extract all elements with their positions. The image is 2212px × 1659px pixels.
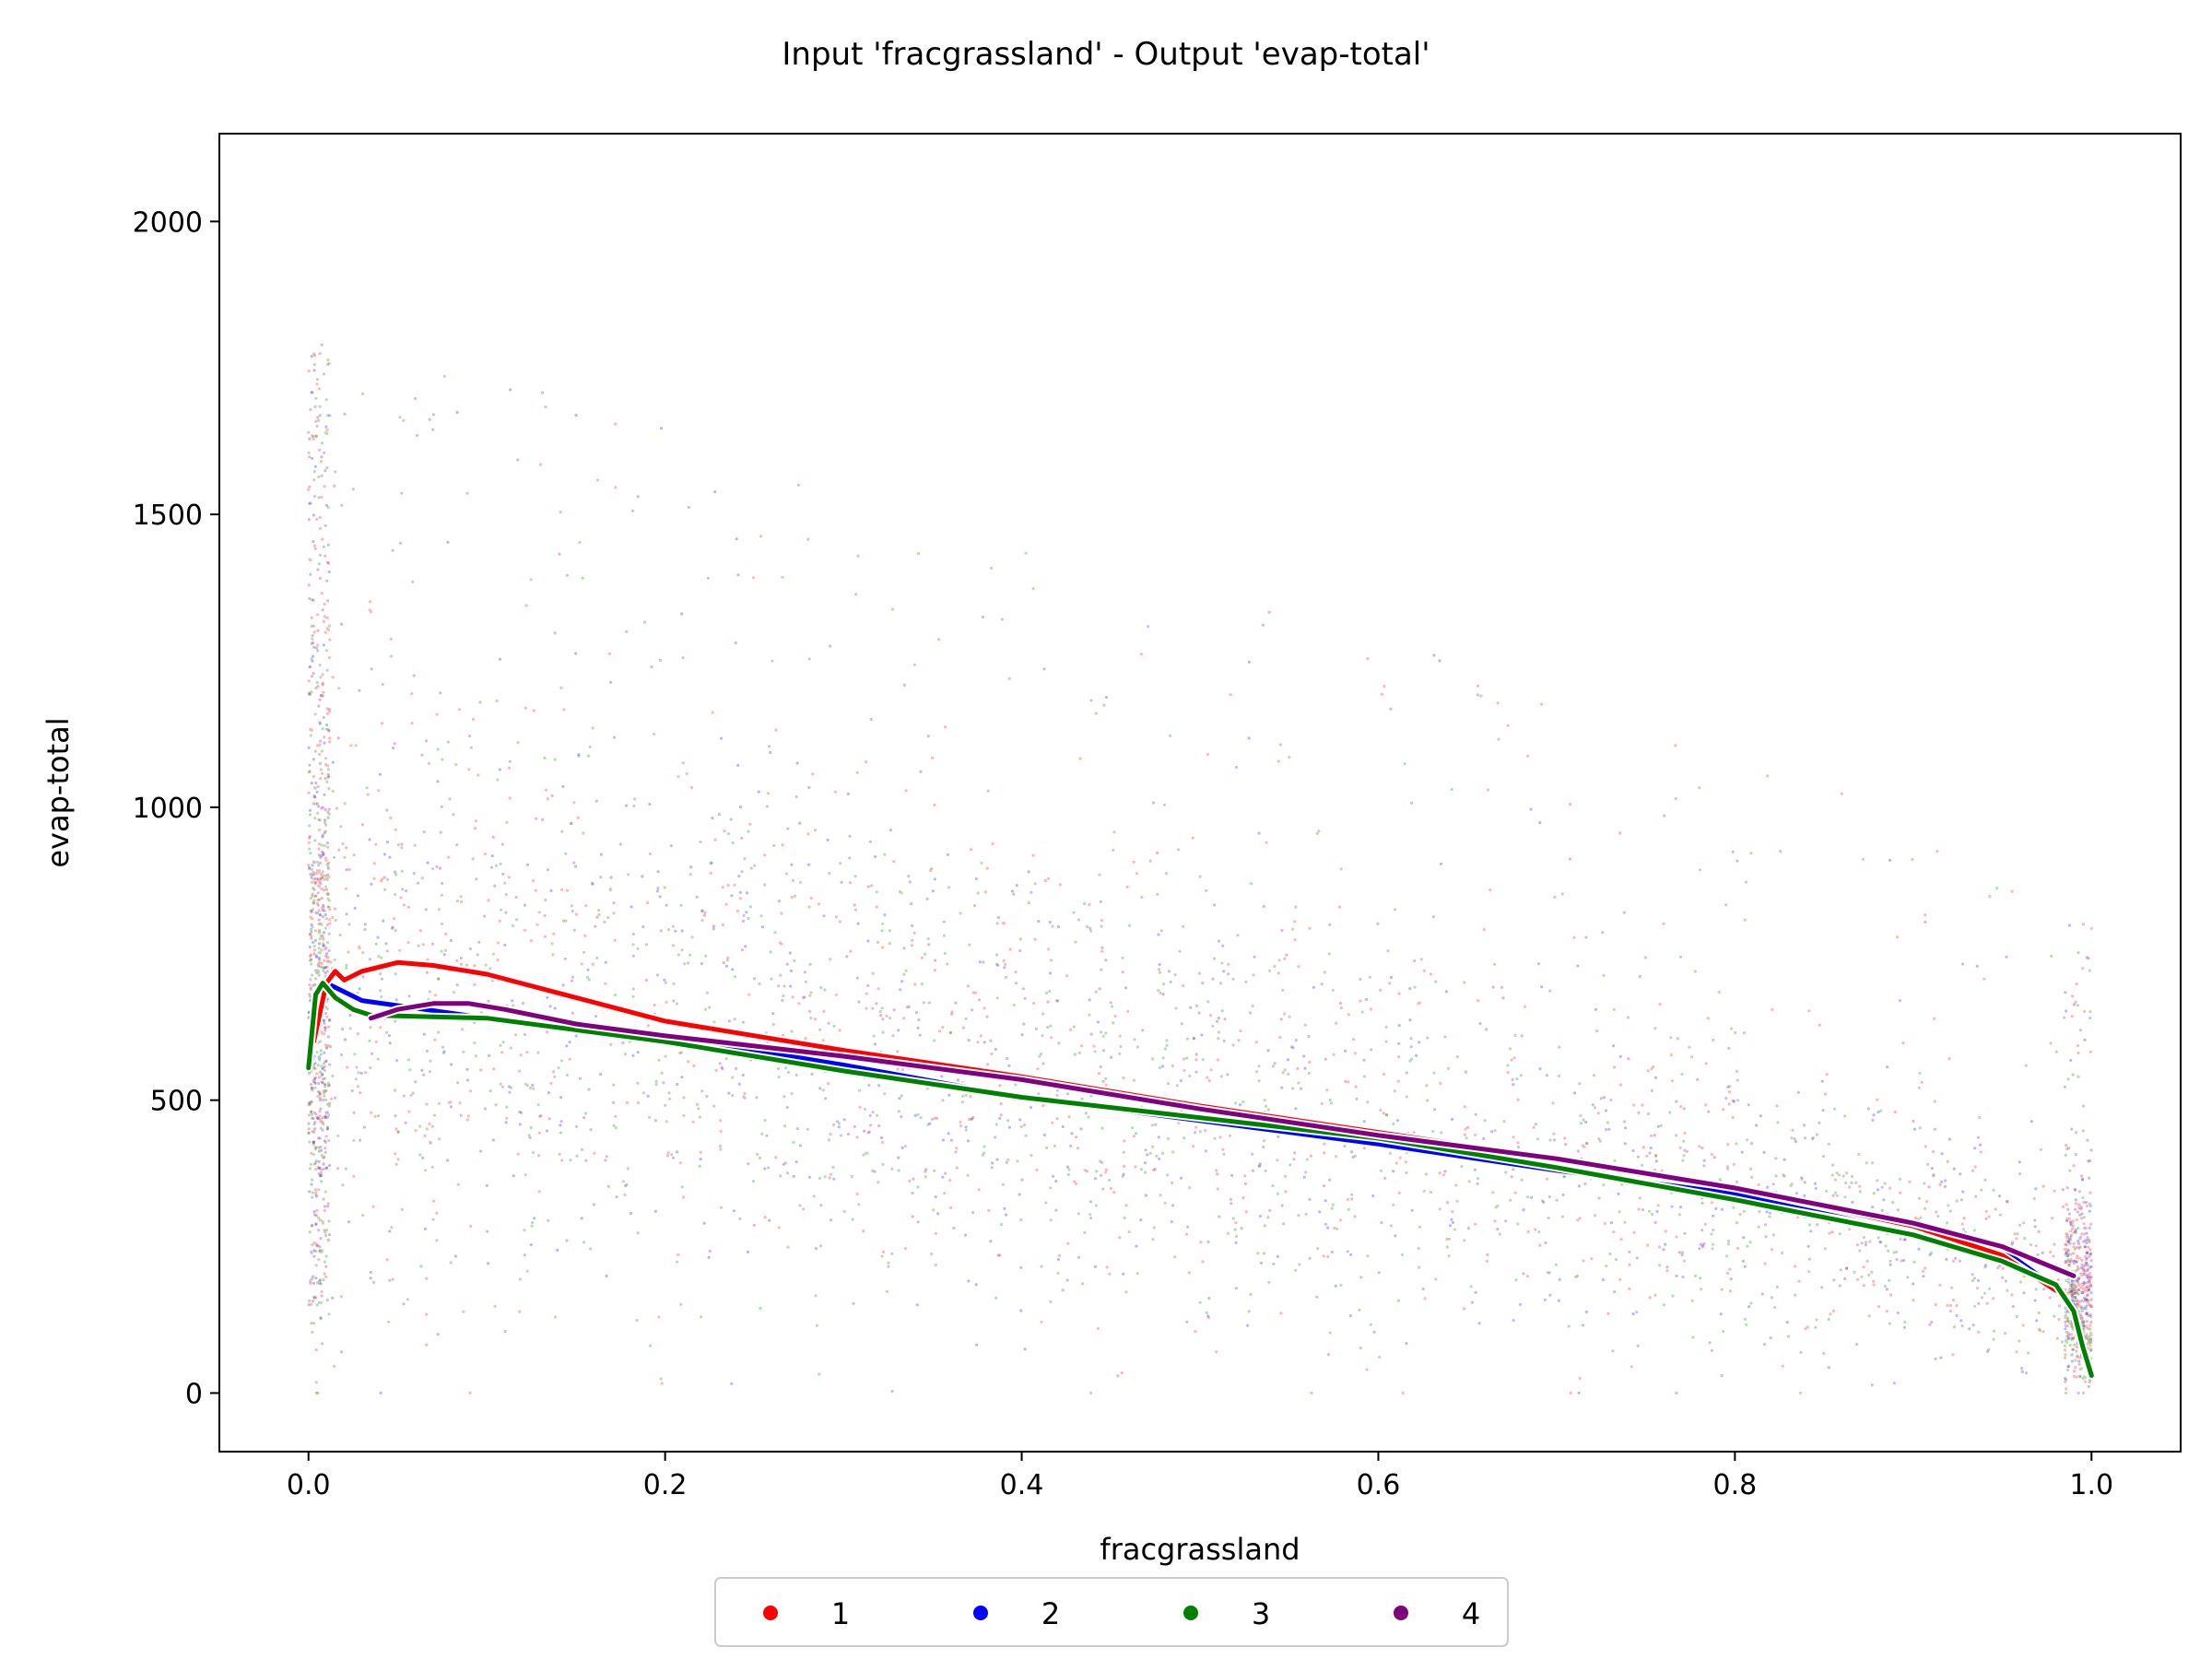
x-axis-label: fracgrassland <box>1100 1532 1300 1567</box>
legend-label-2: 2 <box>1041 1596 1060 1631</box>
legend-box <box>714 1577 1509 1647</box>
x-tick-label: 0.0 <box>287 1469 331 1501</box>
chart-title: Input 'fracgrassland' - Output 'evap-tot… <box>782 36 1430 73</box>
y-tick-label: 500 <box>150 1086 203 1118</box>
legend-marker-1 <box>763 1606 778 1620</box>
trend-lines <box>304 958 2096 1380</box>
x-tick-label: 0.4 <box>1000 1469 1044 1501</box>
y-tick-label: 1000 <box>133 793 203 825</box>
legend-label-4: 4 <box>1462 1596 1480 1631</box>
y-tick-label: 2000 <box>133 206 203 239</box>
legend-label-3: 3 <box>1252 1596 1270 1631</box>
scatter-series-3 <box>307 352 2093 1394</box>
legend-marker-4 <box>1394 1606 1408 1620</box>
legend-marker-2 <box>973 1606 988 1620</box>
x-tick-label: 0.8 <box>1713 1469 1758 1501</box>
legend-label-1: 1 <box>831 1596 850 1631</box>
x-axis-ticks: 0.0 0.2 0.4 0.6 0.8 1.0 <box>287 1452 2113 1501</box>
y-tick-label: 0 <box>185 1378 203 1410</box>
legend-marker-3 <box>1183 1606 1198 1620</box>
y-tick-label: 1500 <box>133 500 203 532</box>
trend-line-4 <box>368 1001 2077 1278</box>
legend: 1 2 3 4 <box>714 1577 1509 1647</box>
plot-frame <box>218 133 2182 1453</box>
y-axis-label: evap-total <box>41 717 76 867</box>
trend-line-3 <box>306 981 2094 1378</box>
x-tick-label: 0.2 <box>643 1469 688 1501</box>
x-tick-label: 1.0 <box>2069 1469 2113 1501</box>
y-axis-ticks: 0 500 1000 1500 2000 <box>133 206 219 1410</box>
x-tick-label: 0.6 <box>1357 1469 1401 1501</box>
legend-items: 1 2 3 4 <box>763 1596 1480 1631</box>
